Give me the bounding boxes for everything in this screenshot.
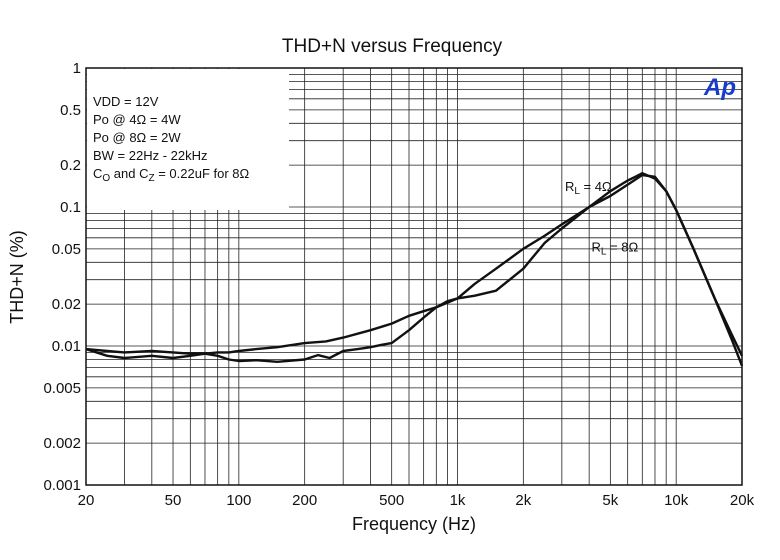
- test-conditions: VDD = 12V Po @ 4Ω = 4W Po @ 8Ω = 2W BW = …: [93, 94, 250, 184]
- chart-title: THD+N versus Frequency: [282, 36, 503, 57]
- y-tick-label: 0.02: [52, 296, 81, 313]
- x-tick-label: 100: [226, 492, 251, 509]
- series-label-2: RL = 8Ω: [592, 239, 639, 257]
- conditions-box: [87, 69, 289, 210]
- y-tick-label: 0.005: [43, 380, 81, 397]
- x-tick-label: 10k: [664, 492, 689, 509]
- y-tick-label: 0.01: [52, 338, 81, 355]
- y-tick-label: 0.1: [60, 199, 81, 216]
- x-tick-label: 2k: [515, 492, 531, 509]
- y-tick-label: 0.5: [60, 102, 81, 119]
- condition-line: VDD = 12V: [93, 94, 159, 109]
- y-axis-ticks: 0.001 0.002 0.005 0.01 0.02 0.05 0.1 0.2 0.5 1: [43, 60, 81, 494]
- x-tick-label: 500: [379, 492, 404, 509]
- condition-line: BW = 22Hz - 22kHz: [93, 148, 208, 163]
- x-tick-label: 20k: [730, 492, 755, 509]
- y-tick-label: 0.2: [60, 157, 81, 174]
- series-labels: RL = 4Ω RL = 8Ω: [565, 179, 639, 257]
- x-tick-label: 5k: [602, 492, 618, 509]
- condition-line: Po @ 8Ω = 2W: [93, 130, 181, 145]
- series-lines: [85, 171, 744, 367]
- x-axis-ticks: 20 50 100 200 500 1k 2k 5k 10k 20k: [78, 492, 755, 509]
- x-tick-label: 1k: [450, 492, 466, 509]
- x-tick-label: 200: [292, 492, 317, 509]
- y-tick-label: 1: [73, 60, 81, 77]
- series-line-2: [85, 171, 744, 367]
- condition-line: Po @ 4Ω = 4W: [93, 112, 181, 127]
- y-axis-label: THD+N (%): [7, 230, 27, 324]
- x-tick-label: 50: [165, 492, 182, 509]
- y-tick-label: 0.002: [43, 435, 81, 452]
- series-label-1: RL = 4Ω: [565, 179, 612, 197]
- condition-capacitors: CO and CZ = 0.22uF for 8Ω: [93, 166, 250, 184]
- x-axis-label: Frequency (Hz): [352, 514, 476, 534]
- y-tick-label: 0.001: [43, 477, 81, 494]
- y-tick-label: 0.05: [52, 241, 81, 258]
- ap-logo: Ap: [703, 74, 736, 101]
- plot-frame: [85, 67, 743, 486]
- x-tick-label: 20: [78, 492, 95, 509]
